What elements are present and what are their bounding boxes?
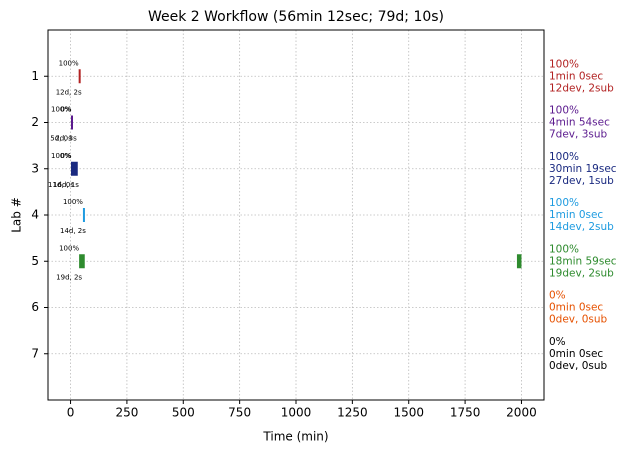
y-tick-label: 6: [31, 300, 39, 314]
lab-summary: 12dev, 2sub: [549, 82, 614, 94]
lab-summary: 0dev, 0sub: [549, 360, 608, 372]
x-tick-label: 500: [172, 406, 195, 420]
lab-summary: 100%: [549, 151, 579, 163]
x-tick-label: 1500: [393, 406, 424, 420]
percent-label: 100%: [51, 152, 71, 160]
event-bar: [516, 254, 522, 269]
lab-summary: 0min 0sec: [549, 348, 603, 360]
lab-summary: 0%: [549, 290, 566, 302]
x-tick-label: 2000: [506, 406, 537, 420]
lab-summary: 100%: [549, 197, 579, 209]
count-label: 19d, 2s: [56, 273, 82, 281]
event-bar: [78, 69, 81, 84]
lab-summary: 7dev, 3sub: [549, 129, 608, 141]
lab-summary: 14dev, 2sub: [549, 221, 614, 233]
x-tick-label: 250: [115, 406, 138, 420]
percent-label: 100%: [63, 198, 83, 206]
plot-frame: [47, 29, 545, 401]
lab-summary: 100%: [549, 58, 579, 70]
y-tick-label: 1: [31, 69, 39, 83]
event-bar: [70, 115, 73, 130]
count-label: 14d, 2s: [60, 227, 86, 235]
lab-summary: 1min 0sec: [549, 209, 603, 221]
event-bar: [79, 254, 85, 269]
event-bar: [82, 208, 85, 222]
count-label: 12d, 2s: [56, 88, 82, 96]
lab-summary: 18min 59sec: [549, 255, 617, 267]
y-tick-label: 2: [31, 115, 39, 129]
lab-summary: 100%: [549, 105, 579, 117]
percent-label: 100%: [59, 244, 79, 252]
lab-summary: 4min 54sec: [549, 117, 610, 129]
event-bar: [70, 161, 78, 176]
y-tick-label: 5: [31, 254, 39, 268]
percent-label: 100%: [59, 59, 79, 67]
lab-summary: 19dev, 2sub: [549, 267, 614, 279]
count-label: 2d, 3s: [55, 135, 77, 143]
chart-title: Week 2 Workflow (56min 12sec; 79d; 10s): [148, 9, 444, 25]
x-tick-label: 750: [228, 406, 251, 420]
percent-label: 0%: [60, 152, 71, 160]
x-tick-label: 1000: [281, 406, 312, 420]
y-tick-label: 7: [31, 346, 39, 360]
lab-summary: 27dev, 1sub: [549, 175, 614, 187]
lab-summary: 0%: [549, 336, 566, 348]
lab-summary: 1min 0sec: [549, 70, 603, 82]
count-label: 5d, 0s: [50, 135, 72, 143]
y-tick-label: 4: [31, 208, 39, 222]
x-tick-label: 1250: [337, 406, 368, 420]
y-axis-label: Lab #: [10, 197, 24, 233]
count-label: 11d, 0s: [48, 181, 74, 189]
x-tick-label: 1750: [450, 406, 481, 420]
percent-label: 100%: [51, 106, 71, 114]
x-tick-label: 0: [67, 406, 75, 420]
lab-summary: 0min 0sec: [549, 302, 603, 314]
lab-summary: 0dev, 0sub: [549, 314, 608, 326]
y-tick-label: 3: [31, 161, 39, 175]
lab-summary: 100%: [549, 243, 579, 255]
x-axis-label: Time (min): [262, 430, 328, 444]
percent-label: 0%: [60, 106, 71, 114]
lab-summary: 30min 19sec: [549, 163, 617, 175]
count-label: 16d, 1s: [53, 181, 79, 189]
